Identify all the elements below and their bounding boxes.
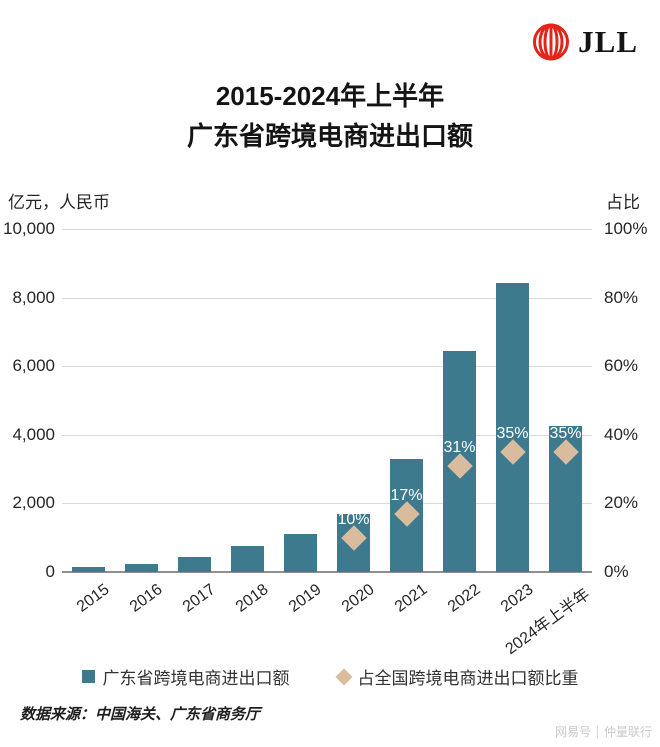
x-tick-label: 2017 (179, 581, 219, 616)
legend-item-ratio-series: 占全国跨境电商进出口额比重 (335, 664, 579, 689)
y-tick-label-left: 6,000 (12, 356, 55, 376)
y-tick-label-left: 4,000 (12, 424, 55, 444)
diamond-swatch-icon (335, 668, 352, 685)
watermark-author: 仲量联行 (603, 725, 652, 739)
x-tick-label: 2020 (338, 581, 378, 616)
x-tick-label: 2015 (73, 581, 113, 616)
bar-2017 (178, 557, 211, 572)
gridline (62, 229, 592, 230)
gridline (62, 297, 592, 299)
bar-2016 (125, 564, 158, 572)
bar-2019 (284, 534, 317, 572)
bar-2023 (496, 282, 529, 572)
y-tick-label-left: 2,000 (12, 493, 55, 513)
x-tick-label: 2018 (232, 581, 272, 616)
y-tick-label-right: 0% (604, 562, 629, 581)
right-axis-title: 占比 (606, 193, 640, 212)
chart-title-line2: 广东省跨境电商进出口额 (186, 121, 473, 151)
x-tick-label: 2016 (126, 581, 166, 616)
ratio-label-2020: 10% (337, 510, 370, 528)
watermark-divider (596, 725, 598, 738)
bar-2015 (72, 567, 105, 572)
chart-title: 2015-2024年上半年 广东省跨境电商进出口额 (0, 76, 660, 156)
y-tick-label-right: 20% (604, 493, 639, 513)
chart-title-line1: 2015-2024年上半年 (215, 81, 445, 111)
x-tick-label: 2019 (285, 581, 325, 616)
y-tick-label-left: 10,000 (3, 219, 55, 238)
ratio-label-2021: 17% (390, 486, 423, 504)
bar-2018 (231, 545, 264, 572)
x-tick-label: 2022 (444, 581, 484, 616)
y-tick-label-left: 0 (45, 562, 55, 581)
gridline (62, 366, 592, 368)
gridline (62, 434, 592, 436)
jll-globe-icon (533, 23, 570, 61)
legend-bar-series-label: 广东省跨境电商进出口额 (102, 669, 290, 688)
gridline (62, 503, 592, 505)
legend-ratio-series-label: 占全国跨境电商进出口额比重 (357, 669, 579, 688)
y-tick-label-right: 40% (604, 424, 639, 444)
legend: 广东省跨境电商进出口额 占全国跨境电商进出口额比重 (0, 664, 660, 689)
jll-logo: JLL (531, 22, 638, 62)
y-tick-label-right: 80% (604, 287, 639, 307)
jll-logo-text: JLL (578, 24, 638, 59)
x-tick-label: 2023 (497, 581, 537, 616)
ratio-label-2024年上半年: 35% (549, 424, 582, 442)
y-tick-label-right: 100% (604, 219, 648, 238)
ratio-label-2023: 35% (496, 424, 529, 442)
y-tick-label-left: 8,000 (12, 287, 55, 307)
watermark: 网易号 仲量联行 (555, 723, 652, 740)
ratio-label-2022: 31% (443, 438, 476, 456)
x-tick-label: 2021 (391, 581, 431, 616)
left-axis-title: 亿元，人民币 (8, 193, 110, 212)
legend-item-bar-series: 广东省跨境电商进出口额 (81, 664, 290, 689)
watermark-platform: 网易号 (554, 725, 591, 739)
y-tick-label-right: 60% (604, 356, 639, 376)
data-source-note: 数据来源：中国海关、广东省商务厅 (20, 706, 261, 723)
bar-series-swatch-icon (81, 670, 95, 683)
x-axis-line (62, 571, 592, 573)
